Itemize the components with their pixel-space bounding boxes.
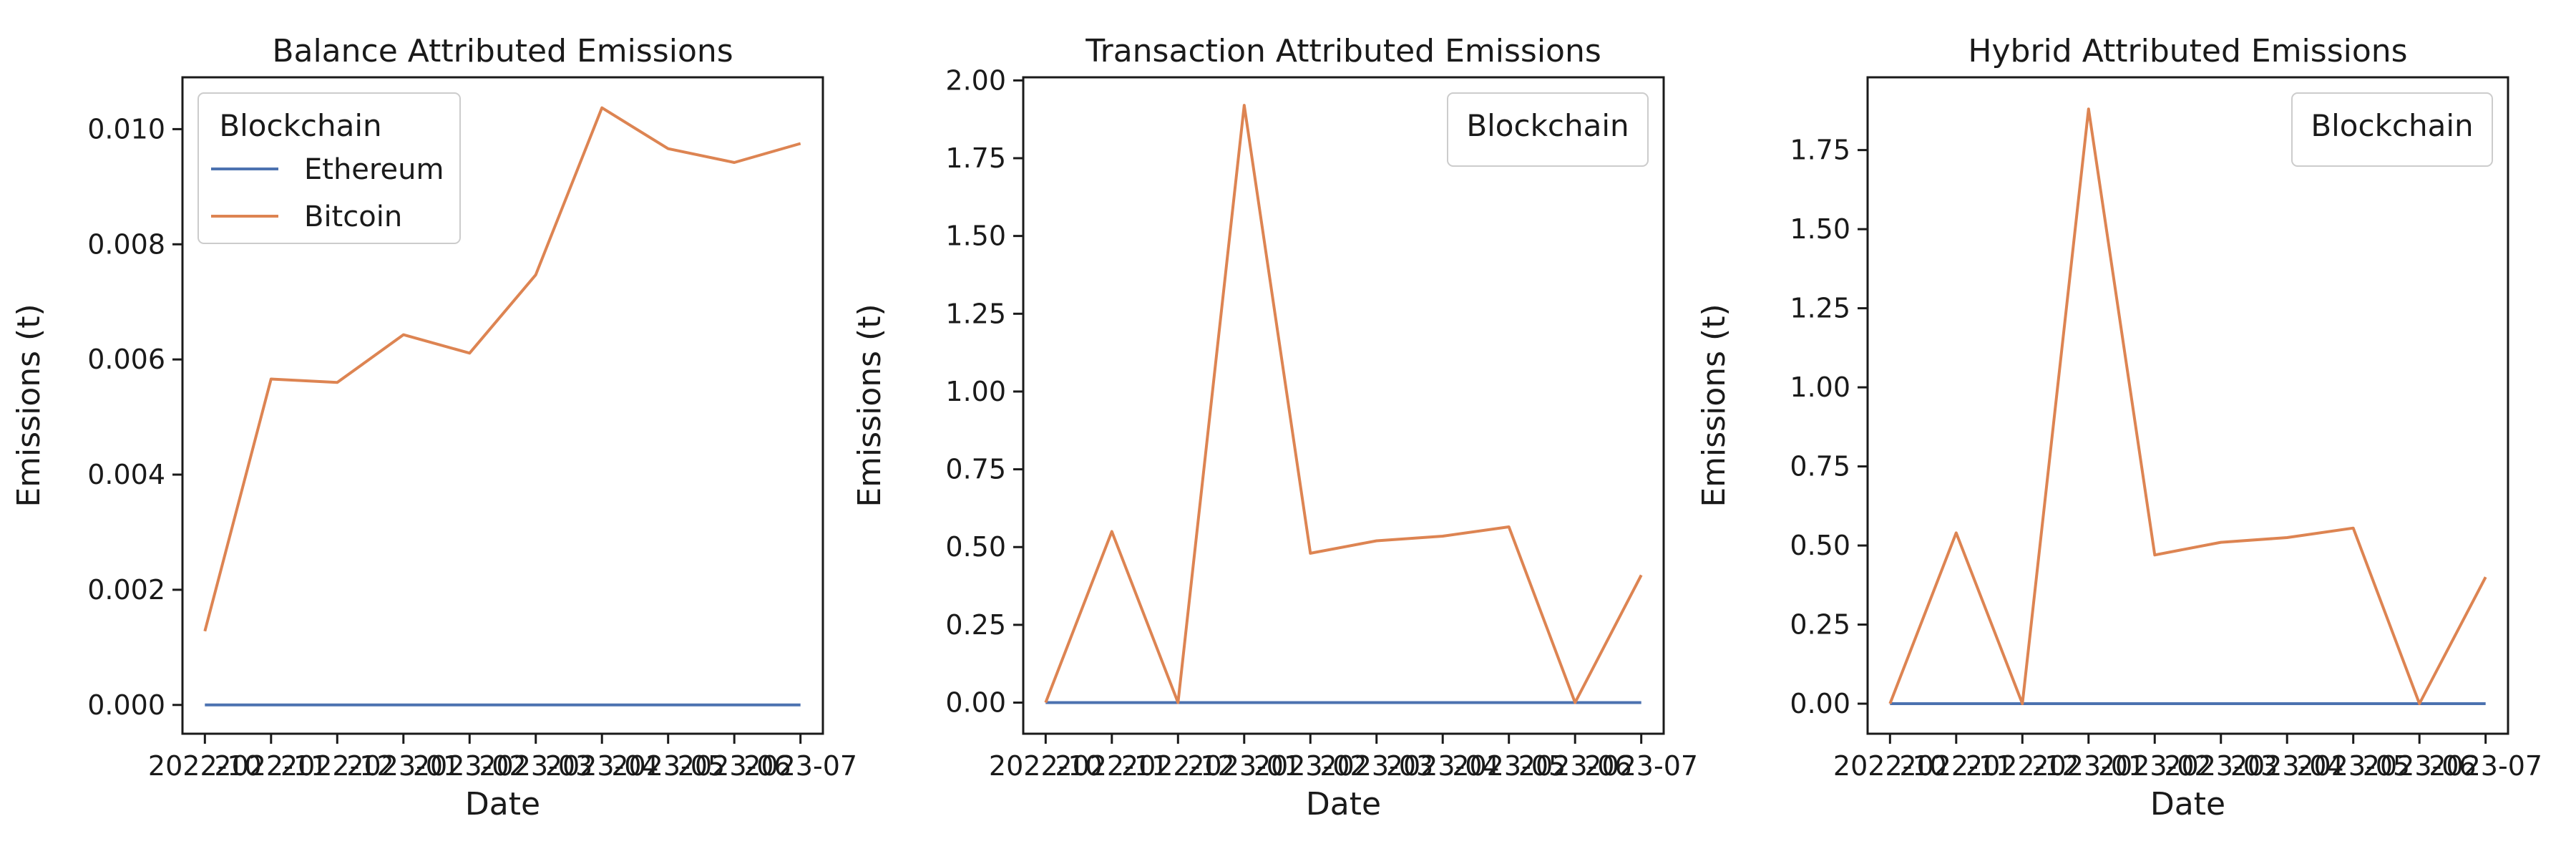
legend: Blockchain Ethereum Bitcoin	[197, 92, 461, 244]
x-tick-label: 2022-10	[148, 750, 262, 782]
y-axis-label: Emissions (t)	[852, 304, 888, 507]
y-tick-label: 0.00	[945, 687, 1006, 719]
y-tick-label: 0.50	[1790, 530, 1850, 561]
y-tick-label: 0.000	[87, 689, 165, 721]
x-tick-label: 2023-05	[1452, 750, 1566, 782]
x-tick-label: 2022-12	[1121, 750, 1235, 782]
legend-label-ethereum: Ethereum	[304, 153, 444, 186]
x-tick-label: 2022-12	[280, 750, 394, 782]
y-tick-label: 0.25	[945, 609, 1006, 641]
legend-title: Blockchain	[2311, 108, 2473, 143]
y-axis-label: Emissions (t)	[11, 304, 47, 507]
plot-frame	[181, 76, 824, 735]
x-tick-label: 2023-04	[1386, 750, 1500, 782]
plot-frame	[1866, 76, 2509, 735]
x-tick-label: 2023-06	[1518, 750, 1632, 782]
y-tick-label: 0.75	[945, 454, 1006, 485]
x-tick-label: 2022-10	[1833, 750, 1947, 782]
y-tick-label: 0.50	[945, 531, 1006, 563]
legend-label-bitcoin: Bitcoin	[304, 200, 402, 233]
plot-frame	[1022, 76, 1665, 735]
x-tick-label: 2023-01	[346, 750, 460, 782]
legend-frame	[197, 92, 461, 244]
series-line-bitcoin	[1888, 107, 2487, 705]
x-axis-label: Date	[1306, 786, 1381, 822]
y-tick-label: 1.75	[945, 142, 1006, 174]
y-axis-label: Emissions (t)	[1696, 304, 1732, 507]
x-tick-label: 2023-05	[2296, 750, 2410, 782]
chart-panel-3: Hybrid Attributed Emissions 0.00 0.25 0.50 0…	[1696, 33, 2542, 822]
y-tick-label: 0.006	[87, 344, 165, 375]
y-tick-label: 0.002	[87, 574, 165, 606]
x-tick-label: 2023-06	[2363, 750, 2477, 782]
y-tick-label: 0.00	[1790, 688, 1850, 719]
chart-title: Transaction Attributed Emissions	[1085, 33, 1601, 69]
x-tick-label: 2023-07	[2429, 750, 2542, 782]
x-tick-label: 2023-02	[2098, 750, 2212, 782]
y-tick-label: 1.00	[1790, 372, 1850, 403]
x-tick-label: 2022-12	[1966, 750, 2079, 782]
x-tick-label: 2023-02	[413, 750, 527, 782]
x-tick-label: 2023-04	[2230, 750, 2344, 782]
legend: Blockchain	[1447, 92, 1649, 167]
x-tick-label: 2023-03	[479, 750, 592, 782]
y-tick-label: 0.75	[1790, 451, 1850, 482]
x-tick-label: 2023-07	[1584, 750, 1698, 782]
legend-frame	[1447, 92, 1649, 167]
x-axis-label: Date	[2150, 786, 2225, 822]
x-tick-label: 2023-02	[1254, 750, 1367, 782]
legend: Blockchain	[2291, 92, 2493, 167]
chart-title: Hybrid Attributed Emissions	[1968, 33, 2407, 69]
x-tick-label: 2023-07	[743, 750, 857, 782]
x-tick-label: 2022-10	[989, 750, 1103, 782]
x-tick-label: 2023-01	[2031, 750, 2145, 782]
chart-panel-2: Transaction Attributed Emissions 0.00 0.25…	[852, 33, 1698, 822]
x-tick-label: 2023-05	[611, 750, 725, 782]
series-line-bitcoin	[1044, 104, 1643, 704]
series-line-bitcoin	[203, 106, 801, 632]
chart-title: Balance Attributed Emissions	[272, 33, 733, 69]
chart-panel-1: Balance Attributed Emissions 0.000 0.002 0.…	[11, 33, 857, 822]
x-tick-label: 2023-06	[678, 750, 791, 782]
x-tick-label: 2023-03	[2164, 750, 2278, 782]
y-tick-label: 1.00	[945, 376, 1006, 407]
x-tick-label: 2023-03	[1319, 750, 1433, 782]
y-tick-label: 0.010	[87, 113, 165, 145]
y-tick-label: 1.75	[1790, 135, 1850, 166]
y-tick-label: 2.00	[945, 64, 1006, 96]
x-tick-label: 2023-01	[1187, 750, 1301, 782]
y-tick-label: 0.008	[87, 228, 165, 260]
y-tick-label: 0.25	[1790, 609, 1850, 641]
x-tick-label: 2023-04	[545, 750, 659, 782]
legend-title: Blockchain	[219, 108, 381, 143]
y-tick-label: 1.25	[1790, 293, 1850, 324]
y-tick-label: 0.004	[87, 459, 165, 490]
x-tick-label: 2022-11	[1055, 750, 1169, 782]
x-tick-label: 2022-11	[214, 750, 328, 782]
y-tick-label: 1.25	[945, 298, 1006, 329]
legend-frame	[2291, 92, 2493, 167]
y-tick-label: 1.50	[1790, 213, 1850, 245]
y-tick-label: 1.50	[945, 220, 1006, 252]
x-tick-label: 2022-11	[1899, 750, 2013, 782]
x-axis-label: Date	[465, 786, 540, 822]
legend-title: Blockchain	[1466, 108, 1629, 143]
